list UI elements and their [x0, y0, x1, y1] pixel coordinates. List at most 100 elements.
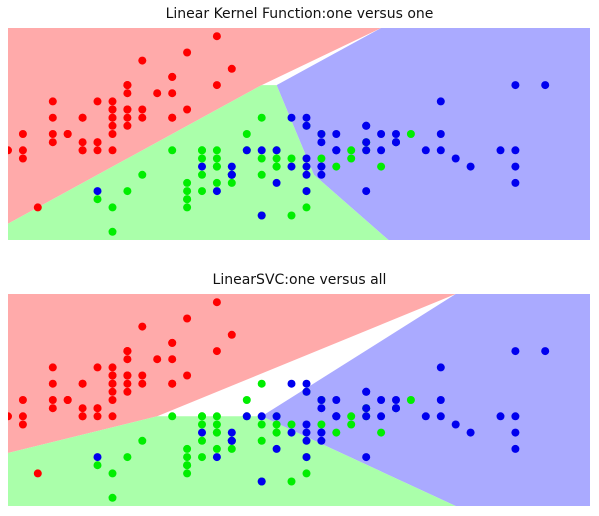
data-point-class0	[48, 379, 57, 388]
data-point-class2	[287, 113, 296, 122]
data-point-class0	[78, 412, 87, 421]
data-point-class0	[212, 32, 221, 41]
data-point-class2	[511, 81, 520, 90]
data-point-class0	[48, 138, 57, 147]
data-point-class1	[168, 146, 177, 155]
data-point-class0	[123, 81, 132, 90]
data-point-class1	[406, 130, 415, 138]
data-point-class1	[212, 154, 221, 163]
data-point-class0	[108, 105, 117, 114]
data-point-class1	[317, 154, 326, 163]
data-point-class1	[183, 444, 192, 453]
data-point-class1	[347, 420, 356, 429]
data-point-class1	[227, 178, 236, 187]
data-point-class0	[138, 371, 147, 380]
data-point-class0	[93, 146, 102, 155]
data-point-class2	[332, 396, 341, 404]
data-point-class2	[511, 428, 520, 437]
data-point-class1	[183, 195, 192, 204]
data-point-class0	[212, 347, 221, 356]
data-point-class2	[242, 146, 251, 155]
data-point-class2	[302, 428, 311, 437]
data-point-class2	[272, 178, 281, 187]
data-point-class2	[377, 412, 386, 421]
data-point-class2	[362, 453, 371, 462]
decision-region-blue	[276, 28, 590, 240]
data-point-class0	[138, 113, 147, 122]
data-point-class0	[48, 396, 57, 404]
data-point-class0	[18, 420, 27, 429]
data-point-class2	[451, 154, 460, 163]
data-point-class0	[123, 355, 132, 364]
data-point-class0	[108, 113, 117, 122]
data-point-class0	[93, 138, 102, 147]
data-point-class1	[272, 154, 281, 163]
data-point-class1	[198, 146, 206, 155]
data-point-class1	[183, 453, 192, 462]
data-point-class2	[272, 444, 281, 453]
data-point-class2	[377, 130, 386, 138]
data-point-class2	[362, 404, 371, 413]
data-point-class2	[287, 428, 296, 437]
data-point-class2	[227, 170, 236, 179]
data-point-class1	[123, 453, 132, 462]
data-point-class0	[168, 338, 177, 347]
data-point-class0	[18, 146, 27, 155]
data-point-class1	[212, 162, 221, 171]
data-point-class1	[347, 154, 356, 163]
data-point-class0	[138, 322, 147, 331]
decision-region-red	[8, 294, 456, 506]
data-point-class2	[257, 146, 266, 155]
data-point-class2	[377, 146, 386, 155]
data-point-class1	[332, 428, 341, 437]
data-point-class1	[108, 227, 117, 236]
data-point-class2	[302, 121, 311, 130]
data-point-class2	[362, 146, 371, 155]
data-point-class0	[78, 379, 87, 388]
plot-ovo	[8, 28, 590, 240]
data-point-class0	[93, 412, 102, 421]
data-point-class2	[257, 412, 266, 421]
data-point-class0	[183, 105, 192, 114]
data-point-class2	[227, 428, 236, 437]
data-point-class2	[362, 387, 371, 396]
data-point-class0	[123, 113, 132, 122]
data-point-class2	[496, 412, 505, 421]
data-point-class0	[108, 363, 117, 372]
data-point-class0	[123, 379, 132, 388]
data-point-class2	[362, 412, 371, 421]
data-point-class1	[168, 412, 177, 421]
data-point-class2	[511, 412, 520, 421]
data-point-class0	[33, 203, 42, 212]
data-point-class2	[436, 396, 445, 404]
data-point-class2	[451, 420, 460, 429]
data-point-class0	[108, 396, 117, 404]
data-point-class2	[302, 379, 311, 388]
data-point-class2	[302, 170, 311, 179]
data-point-class1	[302, 469, 311, 478]
data-point-class1	[108, 493, 117, 502]
data-point-class2	[362, 187, 371, 196]
data-point-class0	[183, 371, 192, 380]
data-point-class0	[8, 412, 12, 421]
data-point-class2	[362, 121, 371, 130]
data-point-class2	[317, 138, 326, 147]
data-point-class1	[212, 412, 221, 421]
data-point-class0	[108, 146, 117, 155]
data-point-class2	[227, 162, 236, 171]
data-point-class1	[377, 162, 386, 171]
data-point-class0	[108, 130, 117, 138]
data-point-class2	[302, 187, 311, 196]
data-point-class2	[332, 130, 341, 138]
data-point-class0	[78, 404, 87, 413]
data-point-class0	[48, 363, 57, 372]
data-point-class0	[123, 121, 132, 130]
data-point-class0	[168, 72, 177, 81]
chart-title-ovo: Linear Kernel Function:one versus one	[165, 6, 434, 22]
data-point-class2	[302, 113, 311, 122]
data-point-class0	[227, 330, 236, 339]
data-point-class1	[123, 187, 132, 196]
data-point-class0	[108, 371, 117, 380]
data-point-class0	[168, 379, 177, 388]
data-point-class2	[466, 162, 475, 171]
